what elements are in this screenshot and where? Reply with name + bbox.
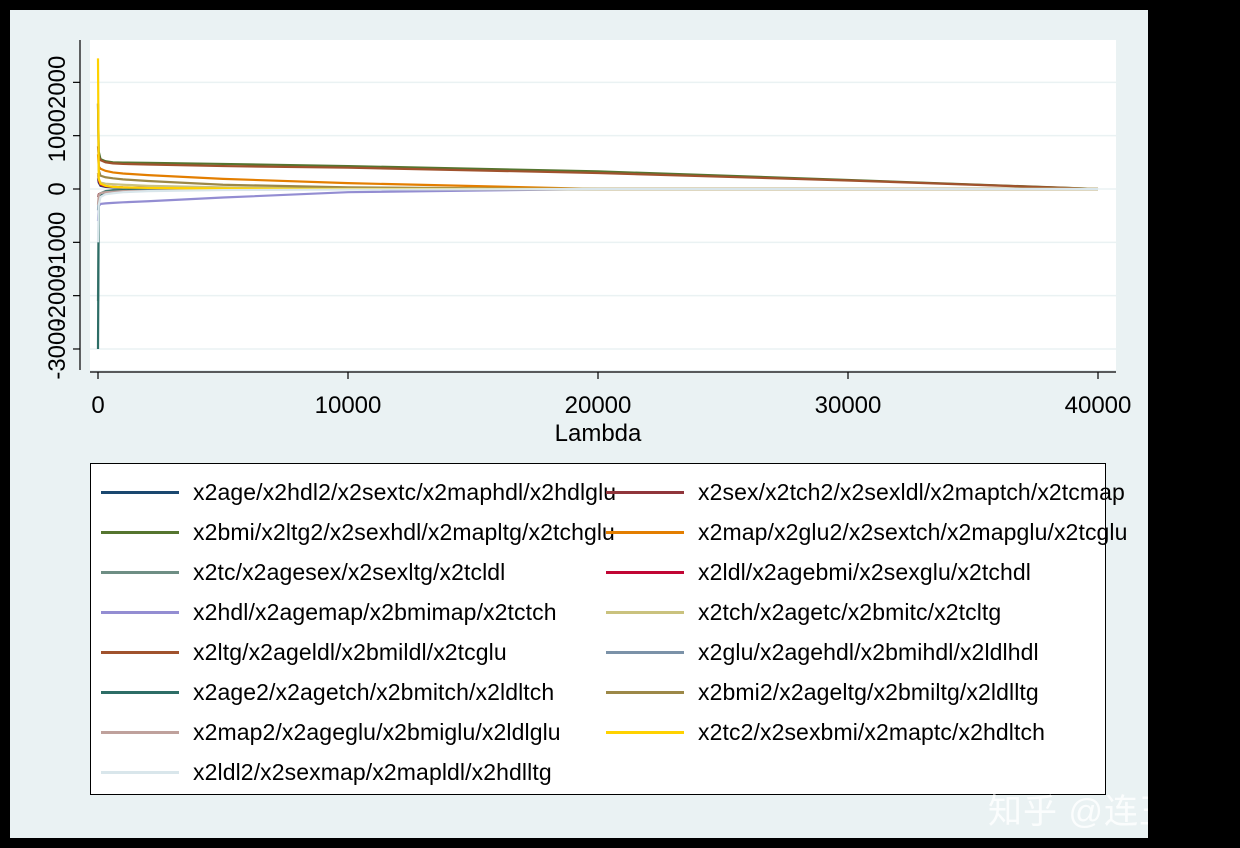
legend-label: x2sex/x2tch2/x2sexldl/x2maptch/x2tcmap [698, 478, 1125, 505]
legend-item: x2age2/x2agetch/x2bmitch/x2ldltch [101, 677, 554, 707]
legend-swatch [606, 690, 684, 694]
legend-swatch [101, 490, 179, 494]
y-tick-label: -3000 [44, 318, 71, 379]
legend-swatch [101, 610, 179, 614]
legend-label: x2tc2/x2sexbmi/x2maptc/x2hdltch [698, 718, 1045, 745]
legend-swatch [101, 690, 179, 694]
legend-item: x2ldl/x2agebmi/x2sexglu/x2tchdl [606, 557, 1031, 587]
legend-label: x2age2/x2agetch/x2bmitch/x2ldltch [193, 678, 555, 705]
y-tick-label: -1000 [44, 212, 71, 273]
legend-item: x2sex/x2tch2/x2sexldl/x2maptch/x2tcmap [606, 477, 1125, 507]
legend-item: x2map2/x2ageglu/x2bmiglu/x2ldlglu [101, 717, 561, 747]
legend-label: x2bmi2/x2ageltg/x2bmiltg/x2ldlltg [698, 678, 1039, 705]
legend-swatch [101, 730, 179, 734]
legend-label: x2bmi/x2ltg2/x2sexhdl/x2mapltg/x2tchglu [193, 518, 615, 545]
legend-label: x2ltg/x2ageldl/x2bmildl/x2tcglu [193, 638, 507, 665]
legend-label: x2age/x2hdl2/x2sextc/x2maphdl/x2hdlglu [193, 478, 617, 505]
legend-label: x2map2/x2ageglu/x2bmiglu/x2ldlglu [193, 718, 561, 745]
legend-item: x2bmi/x2ltg2/x2sexhdl/x2mapltg/x2tchglu [101, 517, 615, 547]
legend-item: x2bmi2/x2ageltg/x2bmiltg/x2ldlltg [606, 677, 1039, 707]
legend-swatch [101, 650, 179, 654]
x-axis-ticks: 0 10000 20000 30000 40000 [91, 372, 1131, 419]
legend-swatch [606, 570, 684, 574]
series-line-15 [96, 187, 1098, 243]
legend-label: x2hdl/x2agemap/x2bmimap/x2tctch [193, 598, 557, 625]
legend-swatch [606, 730, 684, 734]
legend-item: x2tch/x2agetc/x2bmitc/x2tcltg [606, 597, 1001, 627]
plot-area [90, 40, 1116, 370]
legend-swatch [101, 530, 179, 534]
chart-frame: -3000 -2000 -1000 0 1000 2000 0 10000 20000 3000… [10, 10, 1148, 838]
x-tick-label: 20000 [565, 392, 632, 419]
legend-swatch [101, 570, 179, 574]
legend-label: x2tch/x2agetc/x2bmitc/x2tcltg [698, 598, 1002, 625]
x-tick-label: 40000 [1065, 392, 1132, 419]
legend-label: x2map/x2glu2/x2sextch/x2mapglu/x2tcglu [698, 518, 1128, 545]
legend-label: x2ldl2/x2sexmap/x2mapldl/x2hdlltg [193, 758, 552, 785]
legend-item: x2map/x2glu2/x2sextch/x2mapglu/x2tcglu [606, 517, 1128, 547]
series-lines [96, 58, 1099, 349]
x-tick-label: 0 [91, 392, 104, 419]
watermark: 知乎 @连玉君 [988, 793, 1148, 831]
x-tick-label: 10000 [315, 392, 382, 419]
y-tick-label: 2000 [44, 56, 71, 109]
legend-item: x2ltg/x2ageldl/x2bmildl/x2tcglu [101, 637, 507, 667]
legend-item: x2age/x2hdl2/x2sextc/x2maphdl/x2hdlglu [101, 477, 616, 507]
legend-label: x2glu/x2agehdl/x2bmihdl/x2ldlhdl [698, 638, 1039, 665]
x-axis-label: Lambda [555, 420, 642, 447]
series-line-9 [96, 146, 1099, 191]
y-tick-label: -2000 [44, 265, 71, 326]
legend-item: x2glu/x2agehdl/x2bmihdl/x2ldlhdl [606, 637, 1039, 667]
legend-item: x2hdl/x2agemap/x2bmimap/x2tctch [101, 597, 557, 627]
legend-swatch [606, 610, 684, 614]
legend-item: x2tc2/x2sexbmi/x2maptc/x2hdltch [606, 717, 1045, 747]
legend-item: x2tc/x2agesex/x2sexltg/x2tcldl [101, 557, 505, 587]
legend-swatch [606, 490, 684, 494]
legend-label: x2tc/x2agesex/x2sexltg/x2tcldl [193, 558, 506, 585]
y-tick-label: 1000 [44, 109, 71, 162]
legend-swatch [606, 530, 684, 534]
legend-swatch [606, 650, 684, 654]
legend-swatch [101, 770, 179, 774]
legend: x2age/x2hdl2/x2sextc/x2maphdl/x2hdlglu x2… [90, 463, 1127, 795]
y-tick-label: 0 [44, 182, 71, 195]
legend-item: x2ldl2/x2sexmap/x2mapldl/x2hdlltg [101, 757, 552, 787]
legend-label: x2ldl/x2agebmi/x2sexglu/x2tchdl [698, 558, 1031, 585]
x-tick-label: 30000 [815, 392, 882, 419]
